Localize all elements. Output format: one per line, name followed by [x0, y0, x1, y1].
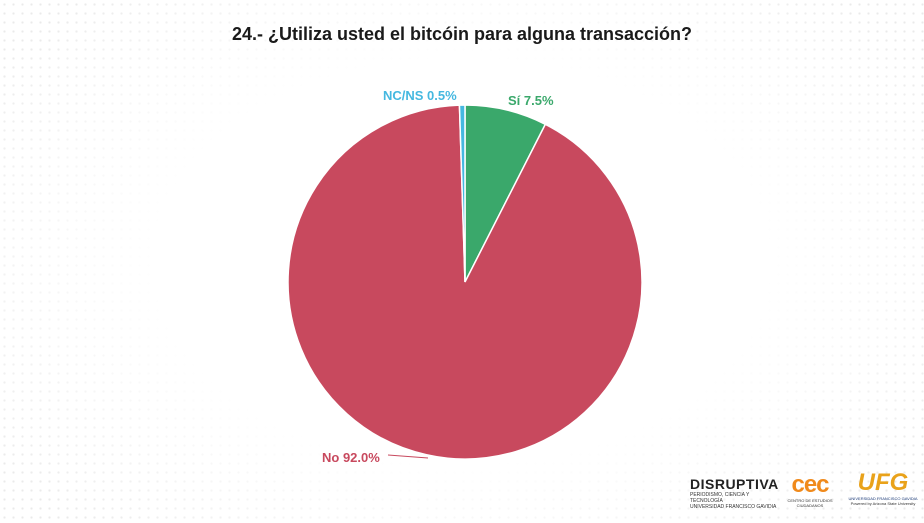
disruptiva-logo-line2: UNIVERSIDAD FRANCISCO GAVIDIA — [690, 504, 777, 510]
disruptiva-logo-line1: PERIODISMO, CIENCIA Y TECNOLOGÍA — [690, 492, 750, 504]
ufg-logo: UFG UNIVERSIDAD FRANCISCO GAVIDIA Powere… — [848, 469, 918, 507]
pie-slice-no — [287, 104, 643, 460]
logo-bar: DISRUPTIVA PERIODISMO, CIENCIA Y TECNOLO… — [690, 470, 920, 515]
ufg-logo-mark: UFG — [857, 469, 909, 496]
ufg-logo-line2: Powered by Arizona State University — [850, 501, 916, 506]
cec-logo-line1: CENTRO DE ESTUDIOS CIUDADANOS — [787, 498, 833, 508]
ufg-logo-line1: UNIVERSIDAD FRANCISCO GAVIDIA — [848, 496, 918, 501]
disruptiva-logo-name: DISRUPTIVA — [690, 476, 779, 492]
data-label-no: No 92.0% — [322, 450, 380, 465]
pie-slice-nc-ns — [458, 104, 466, 283]
cec-logo: cec CENTRO DE ESTUDIOS CIUDADANOS — [778, 471, 842, 509]
disruptiva-logo: DISRUPTIVA PERIODISMO, CIENCIA Y TECNOLO… — [690, 476, 778, 510]
data-label-nc-ns: NC/NS 0.5% — [383, 88, 457, 103]
leader-line-no — [387, 454, 429, 459]
data-label-s-: Sí 7.5% — [508, 93, 554, 108]
chart-title: 24.- ¿Utiliza usted el bitcóin para algu… — [231, 24, 693, 44]
cec-logo-mark: cec — [791, 471, 829, 498]
